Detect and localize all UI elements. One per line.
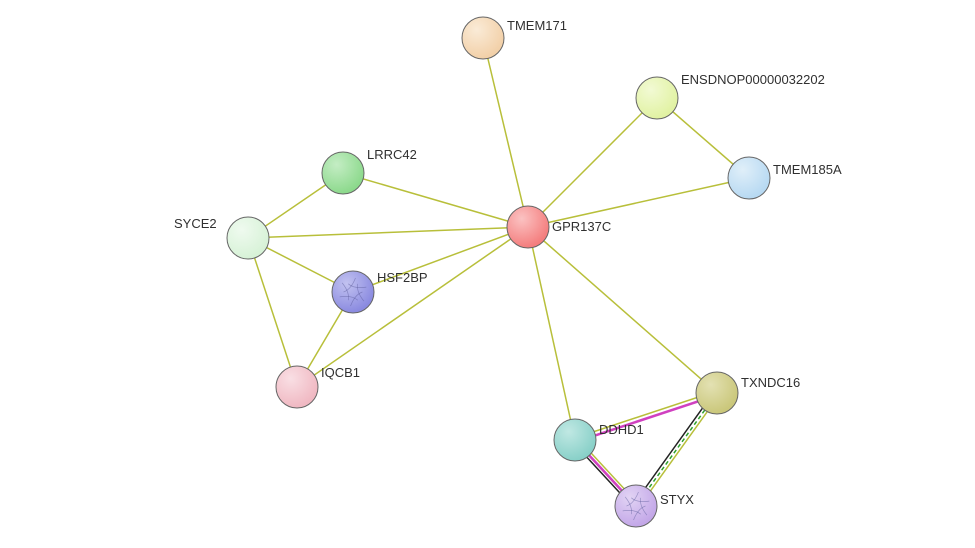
node-circle[interactable] (615, 485, 657, 527)
edge (528, 227, 575, 440)
edge (483, 38, 528, 227)
node-STYX[interactable]: STYX (615, 485, 694, 527)
network-diagram: GPR137C TMEM171 ENSDNOP00000032202 TMEM185A… (0, 0, 975, 548)
node-label: HSF2BP (377, 270, 428, 285)
node-label: TMEM171 (507, 18, 567, 33)
node-label: DDHD1 (599, 422, 644, 437)
node-circle[interactable] (728, 157, 770, 199)
edge (576, 395, 718, 442)
node-IQCB1[interactable]: IQCB1 (276, 365, 360, 408)
node-label: STYX (660, 492, 694, 507)
edge (528, 227, 717, 393)
node-circle[interactable] (332, 271, 374, 313)
nodes-layer: GPR137C TMEM171 ENSDNOP00000032202 TMEM185A… (174, 17, 842, 527)
node-circle[interactable] (636, 77, 678, 119)
node-ENSDNOP00000032202[interactable]: ENSDNOP00000032202 (636, 72, 825, 119)
node-LRRC42[interactable]: LRRC42 (322, 147, 417, 194)
node-circle[interactable] (462, 17, 504, 59)
node-circle[interactable] (554, 419, 596, 461)
node-label: GPR137C (552, 219, 611, 234)
node-TXNDC16[interactable]: TXNDC16 (696, 372, 800, 414)
node-label: TMEM185A (773, 162, 842, 177)
node-TMEM185A[interactable]: TMEM185A (728, 157, 842, 199)
node-circle[interactable] (322, 152, 364, 194)
node-label: ENSDNOP00000032202 (681, 72, 825, 87)
edge (248, 238, 297, 387)
node-circle[interactable] (696, 372, 738, 414)
node-circle[interactable] (276, 366, 318, 408)
node-circle[interactable] (507, 206, 549, 248)
node-label: IQCB1 (321, 365, 360, 380)
node-label: LRRC42 (367, 147, 417, 162)
edge (297, 227, 528, 387)
edge (343, 173, 528, 227)
node-DDHD1[interactable]: DDHD1 (554, 419, 644, 461)
node-SYCE2[interactable]: SYCE2 (174, 216, 269, 259)
edge (574, 391, 716, 438)
node-TMEM171[interactable]: TMEM171 (462, 17, 567, 59)
node-label: SYCE2 (174, 216, 217, 231)
edge (528, 98, 657, 227)
node-circle[interactable] (227, 217, 269, 259)
edge (248, 227, 528, 238)
node-label: TXNDC16 (741, 375, 800, 390)
